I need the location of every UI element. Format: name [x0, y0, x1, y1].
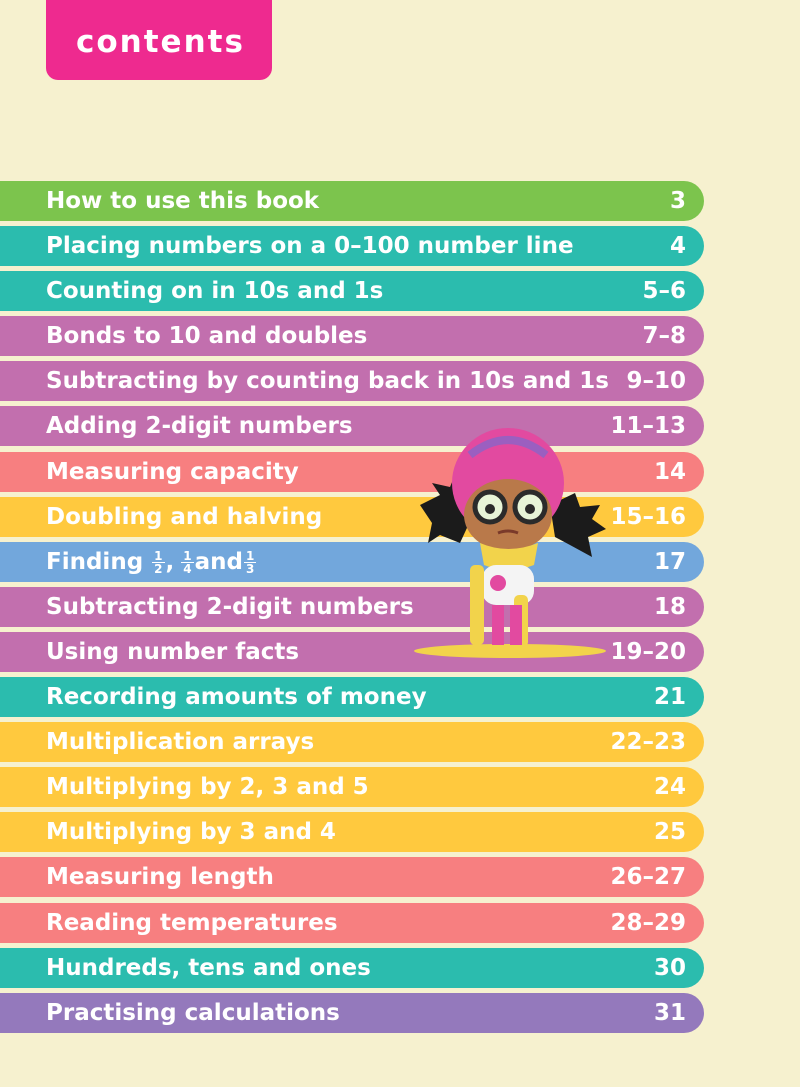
toc-title: How to use this book [46, 188, 320, 214]
toc-title: Reading temperatures [46, 909, 338, 936]
toc-page: 7–8 [642, 323, 686, 350]
fraction-and: and [194, 548, 243, 575]
fraction-numerator: 1 [181, 548, 194, 563]
toc-title: Adding 2-digit numbers [46, 413, 353, 440]
toc-title: Hundreds, tens and ones [46, 954, 371, 981]
toc-page: 19–20 [610, 638, 686, 665]
toc-row: Adding 2-digit numbers 11–13 [0, 406, 704, 447]
toc-page: 4 [669, 233, 686, 260]
toc-page: 15–16 [610, 503, 686, 530]
toc-row: Reading temperatures 28–29 [0, 902, 704, 943]
fraction-denominator: 4 [183, 561, 192, 576]
toc-row: How to use this book 3 [0, 181, 704, 221]
toc-page: 22–23 [610, 729, 686, 756]
toc-title: Multiplication arrays [46, 729, 315, 756]
toc-page: 21 [653, 684, 686, 711]
toc-title: Measuring length [46, 864, 274, 891]
fraction-numerator: 1 [244, 548, 257, 563]
toc-title: Subtracting 2-digit numbers [46, 593, 414, 620]
toc-row: Multiplying by 2, 3 and 5 24 [0, 767, 704, 808]
toc-title: Doubling and halving [46, 503, 323, 530]
toc-row: Subtracting by counting back in 10s and … [0, 361, 704, 402]
toc-row: Placing numbers on a 0–100 number line 4 [0, 226, 704, 267]
toc-row: Recording amounts of money 21 [0, 677, 704, 718]
toc-title: Practising calculations [46, 999, 340, 1026]
fraction-denominator: 2 [154, 561, 163, 576]
toc-row: Practising calculations 31 [0, 992, 704, 1033]
toc-title: Finding 1 2, 1 4 and 1 3 [46, 549, 257, 575]
toc-title: Counting on in 10s and 1s [46, 278, 384, 305]
toc-row: Counting on in 10s and 1s 5–6 [0, 271, 704, 312]
toc-page: 28–29 [610, 909, 686, 936]
toc-page: 24 [653, 774, 686, 801]
toc-page: 30 [653, 954, 686, 981]
toc-title: Multiplying by 2, 3 and 5 [46, 774, 369, 801]
toc-title: Measuring capacity [46, 458, 299, 485]
toc-row: Multiplication arrays 22–23 [0, 722, 704, 763]
fraction-denominator: 3 [246, 561, 255, 576]
toc-title: Placing numbers on a 0–100 number line [46, 233, 574, 260]
toc-page: 31 [653, 999, 686, 1026]
toc-title: Using number facts [46, 638, 300, 665]
toc-page: 11–13 [610, 413, 686, 440]
toc-row: Subtracting 2-digit numbers 18 [0, 586, 704, 627]
toc-row: Measuring length 26–27 [0, 857, 704, 898]
toc-row: Multiplying by 3 and 4 25 [0, 812, 704, 853]
toc-row: Bonds to 10 and doubles 7–8 [0, 316, 704, 357]
toc-page: 3 [669, 188, 686, 214]
toc-title: Subtracting by counting back in 10s and … [46, 368, 609, 395]
contents-tab: contents [46, 0, 272, 80]
toc-page: 26–27 [610, 864, 686, 891]
contents-heading: contents [76, 24, 245, 60]
fraction-numerator: 1 [152, 548, 165, 563]
toc-page: 9–10 [626, 368, 686, 395]
toc-title: Multiplying by 3 and 4 [46, 819, 336, 846]
table-of-contents: How to use this book 3 Placing numbers on … [0, 181, 704, 1038]
cartoon-girl-icon [414, 428, 606, 658]
toc-page: 17 [653, 548, 686, 575]
toc-title: Bonds to 10 and doubles [46, 323, 368, 350]
toc-page: 14 [653, 458, 686, 485]
toc-title-prefix: Finding [46, 548, 144, 575]
toc-page: 18 [653, 593, 686, 620]
toc-title: Recording amounts of money [46, 684, 427, 711]
toc-row: Hundreds, tens and ones 30 [0, 947, 704, 988]
fraction-separator: , [165, 548, 175, 575]
toc-row: Measuring capacity 14 [0, 451, 704, 492]
toc-page: 5–6 [642, 278, 686, 305]
toc-page: 25 [653, 819, 686, 846]
